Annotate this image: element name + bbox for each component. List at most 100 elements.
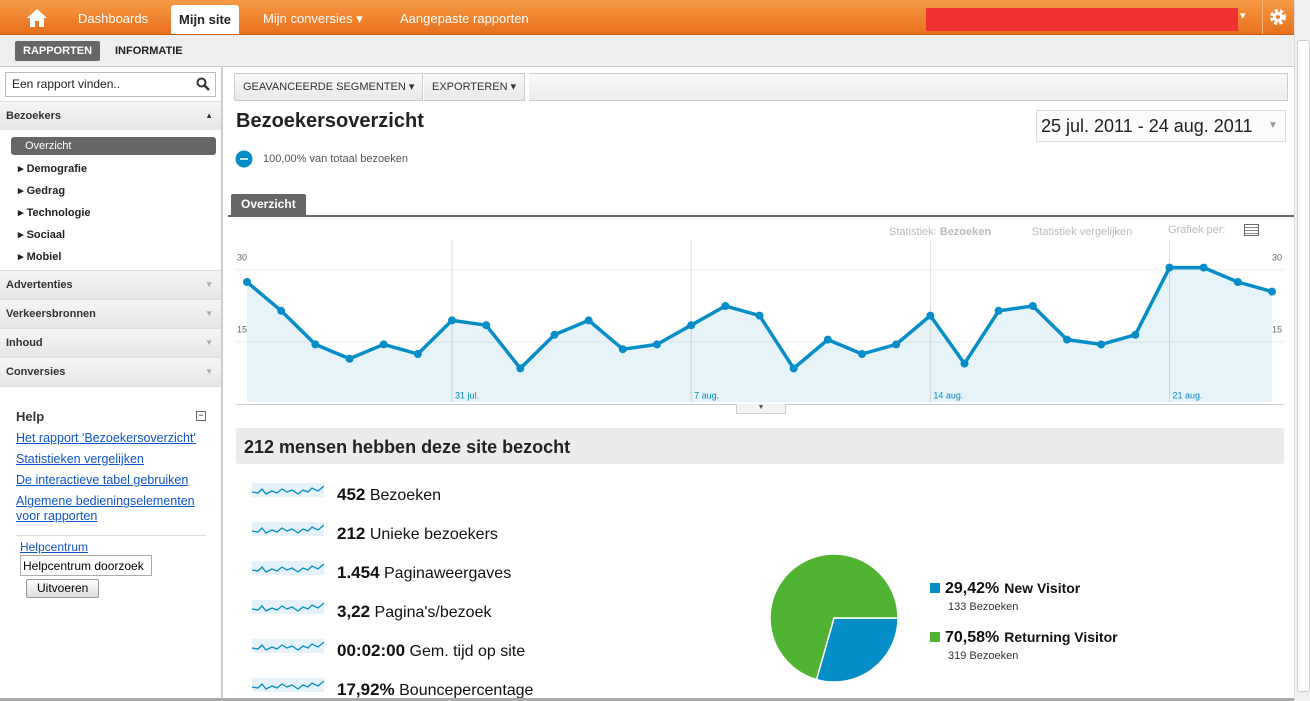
point	[653, 340, 661, 349]
metric-value: 17,92%	[337, 680, 395, 699]
help-link[interactable]: Statistieken vergelijken	[16, 452, 144, 466]
settings-icon[interactable]	[1268, 7, 1288, 27]
point	[550, 330, 559, 339]
point	[379, 340, 388, 349]
help-link[interactable]: Het rapport 'Bezoekersoverzicht'	[16, 431, 196, 445]
graph-period-icon[interactable]	[1244, 224, 1259, 236]
metric-value: 1.454	[337, 563, 380, 582]
point	[1233, 278, 1242, 286]
point	[926, 311, 935, 320]
point	[345, 354, 354, 363]
section-header[interactable]: Advertenties ▼	[0, 270, 221, 299]
sparkline	[252, 678, 324, 693]
nav-tab[interactable]: Aangepaste rapporten	[400, 11, 529, 26]
nav-tab[interactable]: Mijn conversies ▾	[263, 11, 363, 26]
chart-toggle[interactable]: ▼	[736, 404, 786, 414]
scrollbar[interactable]	[1294, 0, 1310, 701]
sparkline	[252, 600, 324, 615]
nav-item-active[interactable]: Overzicht	[11, 137, 216, 155]
sub-nav: RAPPORTEN INFORMATIE	[0, 35, 1294, 67]
report-tab[interactable]: Overzicht	[231, 194, 306, 215]
collapse-button[interactable]: −	[196, 411, 206, 421]
nav-item[interactable]: ▸ Gedrag	[18, 185, 66, 197]
report-search[interactable]: Een rapport vinden..	[5, 72, 216, 97]
button-label: GEAVANCEERDE SEGMENTEN	[243, 81, 406, 93]
metric: 212 Unieke bezoekers	[337, 524, 498, 544]
section-header[interactable]: Bezoekers ▲	[0, 101, 221, 130]
nav-tab-label: Mijn conversies	[263, 11, 353, 26]
home-icon[interactable]	[26, 8, 48, 28]
tab-rule	[228, 215, 1294, 217]
point	[277, 306, 286, 315]
section-header[interactable]: Inhoud ▼	[0, 328, 221, 357]
pie-slice	[815, 617, 899, 683]
x-tick-label: 31 jul.	[455, 390, 479, 400]
stat-selector[interactable]: Statistiek: Bezoeken	[889, 226, 991, 238]
point	[1131, 330, 1140, 339]
legend-label: Returning Visitor	[1004, 629, 1118, 645]
graph-by-label: Grafiek per:	[1168, 224, 1226, 236]
sub-tab-active[interactable]: RAPPORTEN	[15, 41, 101, 61]
metric-label: Bezoeken	[369, 487, 441, 504]
nav-item-label: Sociaal	[26, 229, 66, 241]
sub-tab[interactable]: INFORMATIE	[115, 45, 183, 57]
pie-slice	[769, 553, 899, 681]
section-label: Verkeersbronnen	[6, 308, 96, 320]
nav-tab-active[interactable]: Mijn site	[171, 5, 240, 34]
point	[618, 345, 627, 354]
help-link[interactable]: De interactieve tabel gebruiken	[16, 473, 189, 487]
point	[1028, 302, 1037, 310]
point	[311, 340, 320, 349]
metric-value: 3,22	[337, 602, 371, 621]
help-center-link[interactable]: Helpcentrum	[20, 540, 89, 554]
nav-item[interactable]: ▸ Mobiel	[18, 251, 62, 263]
legend-value: 70,58%	[945, 629, 999, 646]
area	[247, 267, 1272, 402]
compare-link[interactable]: Statistiek vergelijken	[1032, 226, 1133, 238]
toolbar-button[interactable]: GEAVANCEERDE SEGMENTEN ▾	[234, 73, 424, 101]
y-tick-label: 15	[1272, 324, 1282, 334]
submit-button[interactable]: Uitvoeren	[26, 579, 100, 598]
scroll-thumb[interactable]	[1297, 40, 1310, 692]
x-tick-label: 21 aug.	[1173, 390, 1203, 400]
point	[516, 364, 525, 373]
nav-item[interactable]: ▸ Demografie	[18, 163, 88, 175]
stat-label: Statistiek:	[889, 226, 937, 238]
legend-label: New Visitor	[1004, 580, 1081, 596]
point	[789, 364, 798, 373]
section-label: Inhoud	[6, 337, 43, 349]
sparkline	[252, 639, 324, 654]
help-search-input[interactable]	[20, 555, 152, 576]
dropdown-arrow: ▼	[1268, 120, 1278, 131]
metric: 1.454 Paginaweergaves	[337, 563, 511, 583]
expand-arrow: ▼	[205, 309, 213, 318]
date-picker[interactable]: 25 jul. 2011 - 24 aug. 2011	[1036, 110, 1286, 142]
help-link[interactable]: Algemene bedieningselementen voor rappor…	[16, 494, 195, 523]
metric-label: Unieke bezoekers	[369, 526, 498, 543]
nav-item-label: Mobiel	[26, 251, 62, 263]
nav-item[interactable]: ▸ Sociaal	[18, 229, 66, 241]
x-tick-label: 14 aug.	[933, 390, 963, 400]
plot-background	[236, 240, 1284, 403]
nav-tab[interactable]: Dashboards	[78, 11, 149, 26]
legend-swatch	[930, 632, 940, 642]
nav-item[interactable]: ▸ Technologie	[18, 207, 91, 219]
metric: 00:02:00 Gem. tijd op site	[337, 641, 525, 661]
metric: 452 Bezoeken	[337, 485, 441, 505]
y-tick-label: 15	[237, 324, 247, 334]
top-nav: Dashboards Mijn site Mijn conversies ▾ A…	[0, 0, 1294, 35]
legend-detail: 319 Bezoeken	[948, 650, 1018, 662]
nav-item-label: Gedrag	[26, 185, 66, 197]
legend-entry: 70,58% Returning Visitor	[945, 629, 1118, 647]
point	[413, 350, 422, 358]
point	[858, 350, 866, 358]
toolbar-button[interactable]: EXPORTEREN ▾	[424, 73, 526, 101]
point	[960, 359, 969, 368]
sparkline	[252, 522, 324, 537]
section-header[interactable]: Conversies ▼	[0, 357, 221, 387]
point	[584, 316, 593, 325]
section-label: Advertenties	[6, 279, 73, 291]
account-selector[interactable]	[926, 8, 1238, 31]
metric-label: Pagina's/bezoek	[374, 604, 492, 621]
section-header[interactable]: Verkeersbronnen ▼	[0, 299, 221, 328]
